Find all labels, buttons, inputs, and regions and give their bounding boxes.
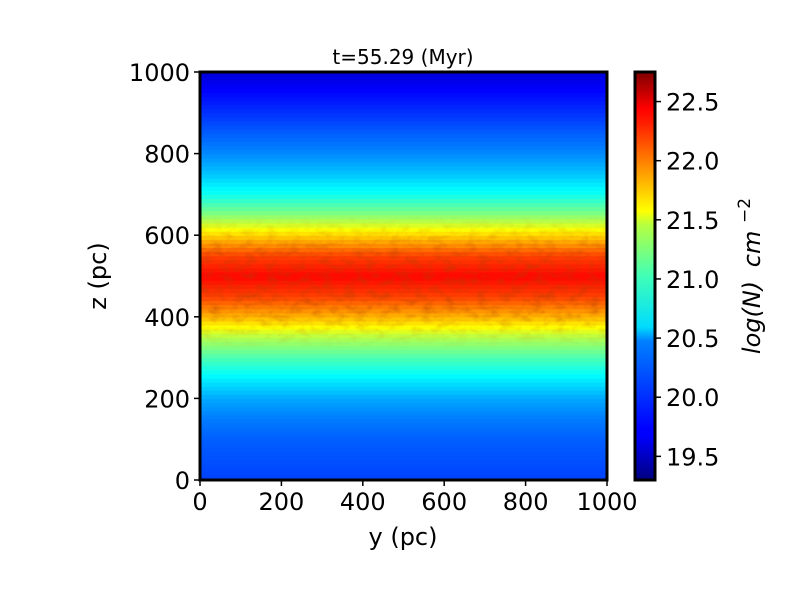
colorbar-label: log(N) cm −2 bbox=[735, 198, 766, 354]
colorbar-tick-label: 22.5 bbox=[666, 89, 719, 117]
chart-title: t=55.29 (Myr) bbox=[332, 45, 473, 69]
y-tick-label: 200 bbox=[144, 385, 190, 413]
colorbar-tick-label: 22.0 bbox=[666, 148, 719, 176]
colorbar-gradient bbox=[635, 72, 655, 480]
x-tick-label: 400 bbox=[340, 488, 386, 516]
colorbar-frame bbox=[633, 70, 657, 482]
y-tick-label: 800 bbox=[144, 141, 190, 169]
colorbar-tick-label: 20.0 bbox=[666, 384, 719, 412]
y-axis: 0 200 400 600 800 1000 bbox=[129, 59, 200, 495]
x-tick-label: 1000 bbox=[576, 488, 637, 516]
colorbar-label-main: log(N) bbox=[738, 281, 766, 354]
y-tick-label: 400 bbox=[144, 304, 190, 332]
colorbar-tick-label: 20.5 bbox=[666, 325, 719, 353]
x-tick-label: 0 bbox=[192, 488, 207, 516]
heatmap-plot bbox=[198, 70, 609, 482]
colorbar-tick-label: 21.0 bbox=[666, 266, 719, 294]
x-tick-label: 200 bbox=[258, 488, 304, 516]
x-tick-label: 800 bbox=[503, 488, 549, 516]
colorbar: 19.5 20.0 20.5 21.0 21.5 22.0 22.5 log(N) cm −… bbox=[633, 70, 766, 482]
colorbar-tick-label: 21.5 bbox=[666, 207, 719, 235]
colorbar-tick-label: 19.5 bbox=[666, 443, 719, 471]
colorbar-ticks: 19.5 20.0 20.5 21.0 21.5 22.0 22.5 bbox=[655, 89, 719, 471]
x-axis: 0 200 400 600 800 1000 bbox=[192, 480, 638, 516]
colorbar-label-exponent: −2 bbox=[735, 198, 755, 223]
x-tick-label: 600 bbox=[421, 488, 467, 516]
y-tick-label: 600 bbox=[144, 222, 190, 250]
x-axis-label: y (pc) bbox=[369, 523, 438, 551]
plot-frame bbox=[198, 70, 609, 482]
y-tick-label: 1000 bbox=[129, 59, 190, 87]
heatmap-texture bbox=[200, 72, 607, 480]
y-axis-label: z (pc) bbox=[84, 242, 112, 309]
y-tick-label: 0 bbox=[175, 467, 190, 495]
colorbar-label-unit: cm bbox=[738, 231, 766, 268]
